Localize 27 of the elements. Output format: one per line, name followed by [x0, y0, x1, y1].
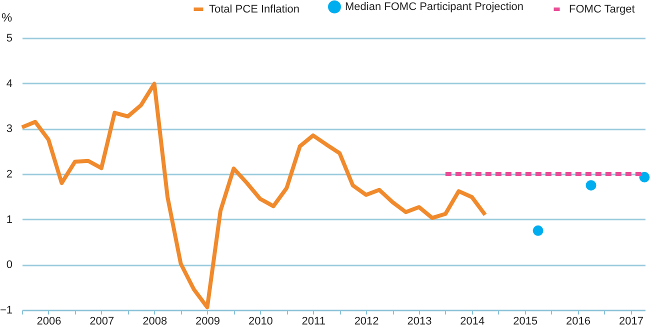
x-tick-label: 2010 — [248, 316, 273, 328]
x-tick-label: 2013 — [407, 316, 432, 328]
point — [586, 180, 596, 191]
legend-label: FOMC Target — [569, 3, 635, 16]
x-tick-label: 2008 — [142, 316, 168, 328]
x-tick-label: 2014 — [460, 316, 485, 328]
y-tick-label: 1 — [6, 214, 12, 226]
point — [532, 225, 544, 236]
line-series — [20, 82, 488, 310]
x-tick-label: 2015 — [513, 316, 538, 328]
x-tick-label: 2016 — [566, 316, 591, 328]
x-tick-label: 2009 — [196, 316, 220, 328]
x-tick-label: 2006 — [36, 316, 62, 328]
x-tick-label: 2011 — [302, 316, 326, 328]
y-tick-label: 3 — [6, 123, 12, 136]
x-tick-label: 2012 — [354, 316, 379, 328]
legend-label: Total PCE Inflation — [209, 3, 300, 16]
y-axis-title: % — [2, 10, 12, 24]
y-tick-label: 4 — [6, 78, 12, 90]
y-tick-label: −1 — [0, 304, 12, 316]
x-tick-label: 2007 — [90, 316, 114, 328]
y-tick-label: 0 — [6, 259, 12, 272]
point — [639, 172, 650, 182]
x-tick-label: 2017 — [618, 316, 644, 328]
legend-label: Median FOMC Participant Projection — [345, 0, 524, 13]
y-tick-label: 2 — [6, 168, 12, 180]
y-tick-label: 5 — [6, 32, 12, 44]
